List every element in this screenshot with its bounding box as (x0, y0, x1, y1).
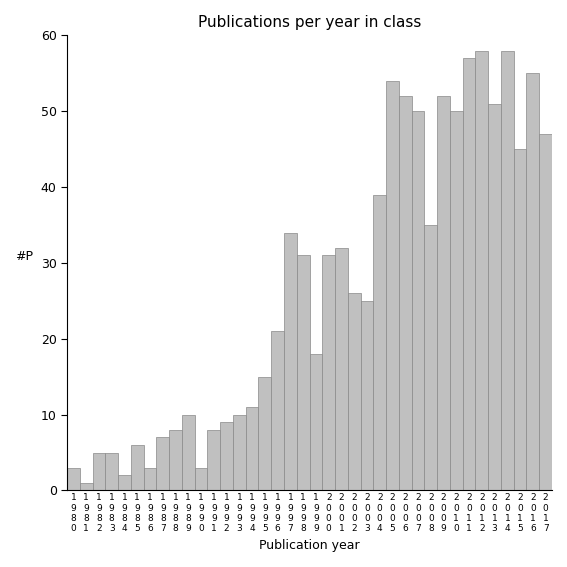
Bar (220, 422, 233, 490)
Bar (271, 331, 284, 490)
Bar (437, 96, 450, 490)
Y-axis label: #P: #P (15, 250, 33, 263)
Bar (539, 134, 552, 490)
Bar (310, 354, 322, 490)
Title: Publications per year in class: Publications per year in class (198, 15, 421, 30)
Bar (143, 468, 156, 490)
Bar (208, 430, 220, 490)
Bar (463, 58, 476, 490)
Bar (386, 81, 399, 490)
Bar (131, 445, 143, 490)
Bar (348, 293, 361, 490)
Bar (80, 483, 92, 490)
Bar (373, 194, 386, 490)
Bar (424, 225, 437, 490)
X-axis label: Publication year: Publication year (259, 539, 360, 552)
Bar (67, 468, 80, 490)
Bar (233, 414, 246, 490)
Bar (297, 255, 310, 490)
Bar (194, 468, 208, 490)
Bar (412, 111, 424, 490)
Bar (246, 407, 259, 490)
Bar (322, 255, 335, 490)
Bar (488, 104, 501, 490)
Bar (399, 96, 412, 490)
Bar (105, 452, 118, 490)
Bar (361, 301, 373, 490)
Bar (527, 73, 539, 490)
Bar (501, 50, 514, 490)
Bar (514, 149, 527, 490)
Bar (284, 232, 297, 490)
Bar (335, 248, 348, 490)
Bar (450, 111, 463, 490)
Bar (169, 430, 182, 490)
Bar (476, 50, 488, 490)
Bar (182, 414, 194, 490)
Bar (92, 452, 105, 490)
Bar (259, 376, 271, 490)
Bar (156, 437, 169, 490)
Bar (118, 475, 131, 490)
